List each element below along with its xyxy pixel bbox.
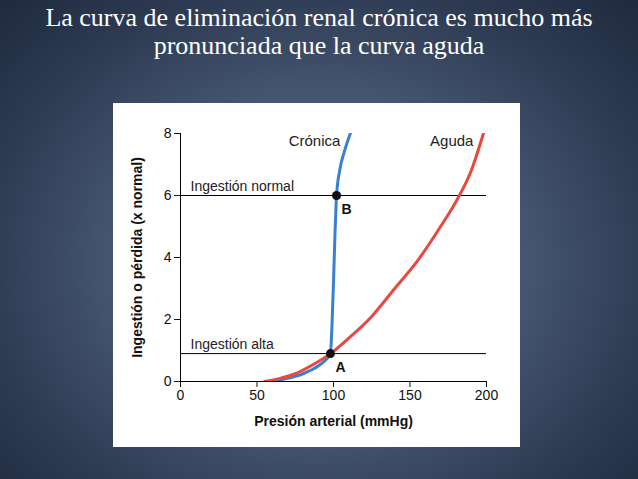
svg-text:0: 0 — [164, 373, 172, 389]
svg-text:Aguda: Aguda — [430, 132, 474, 149]
svg-text:6: 6 — [164, 187, 172, 203]
svg-text:150: 150 — [398, 387, 422, 403]
svg-text:Ingestión normal: Ingestión normal — [191, 178, 295, 194]
svg-text:Crónica: Crónica — [289, 132, 341, 149]
svg-text:0: 0 — [177, 387, 185, 403]
svg-text:Presión arterial (mmHg): Presión arterial (mmHg) — [254, 413, 413, 429]
svg-text:4: 4 — [164, 249, 172, 265]
svg-text:200: 200 — [475, 387, 499, 403]
svg-text:Ingestión o pérdida (x normal): Ingestión o pérdida (x normal) — [129, 157, 145, 358]
svg-text:2: 2 — [164, 311, 172, 327]
svg-text:B: B — [342, 201, 352, 217]
svg-text:Ingestión alta: Ingestión alta — [191, 336, 274, 352]
svg-text:100: 100 — [322, 387, 346, 403]
svg-text:50: 50 — [249, 387, 265, 403]
svg-text:8: 8 — [164, 125, 172, 141]
html-text:La curva de eliminación renal: La curva de eliminación renal crónica es… — [45, 3, 593, 61]
svg-text:A: A — [335, 359, 345, 375]
